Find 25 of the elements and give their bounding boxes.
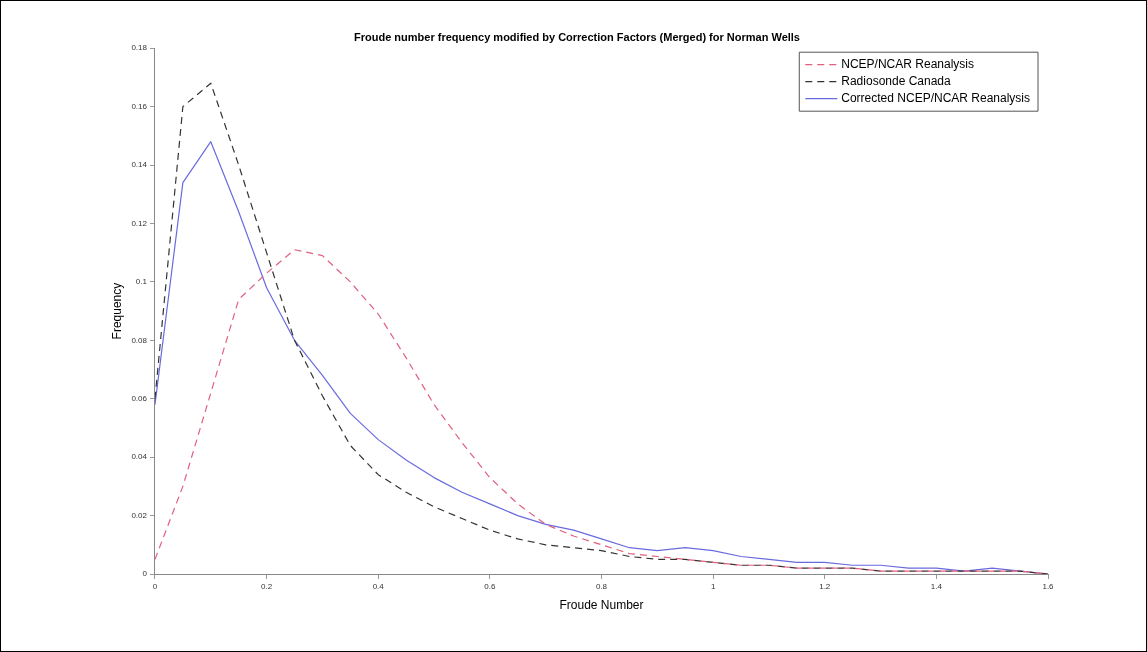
x-tick-label: 0.6 xyxy=(484,582,496,591)
chart-title: Froude number frequency modified by Correction Factors (Merged) for Norman Wells xyxy=(354,30,800,43)
x-tick-label: 1.6 xyxy=(1042,582,1055,591)
y-tick-label: 0.02 xyxy=(131,510,148,520)
x-axis-title: Froude Number xyxy=(559,598,644,613)
legend-label: Radiosonde Canada xyxy=(841,74,952,89)
y-tick-label: 0.1 xyxy=(135,277,148,287)
y-tick-label: 0.12 xyxy=(131,218,148,228)
y-tick-label: 0.18 xyxy=(131,43,148,53)
y-tick-label: 0.08 xyxy=(131,335,148,345)
y-tick-label: 0.06 xyxy=(131,393,148,403)
y-tick-label: 0.14 xyxy=(131,160,148,170)
x-tick-label: 0.4 xyxy=(372,582,385,591)
legend-label: NCEP/NCAR Reanalysis xyxy=(841,57,974,72)
y-tick-label: 0.04 xyxy=(131,452,148,462)
x-tick-label: 1.4 xyxy=(930,582,943,591)
y-tick-label: 0.16 xyxy=(131,101,148,111)
y-tick-label: 0 xyxy=(142,569,148,579)
x-tick-label: 1.2 xyxy=(819,582,831,591)
legend-label: Corrected NCEP/NCAR Reanalysis xyxy=(841,91,1031,106)
x-tick-label: 1 xyxy=(710,582,716,591)
x-tick-label: 0.2 xyxy=(261,582,273,591)
x-tick-label: 0 xyxy=(152,582,158,591)
x-tick-label: 0.8 xyxy=(595,582,608,591)
y-axis-title: Frequency xyxy=(109,282,124,340)
